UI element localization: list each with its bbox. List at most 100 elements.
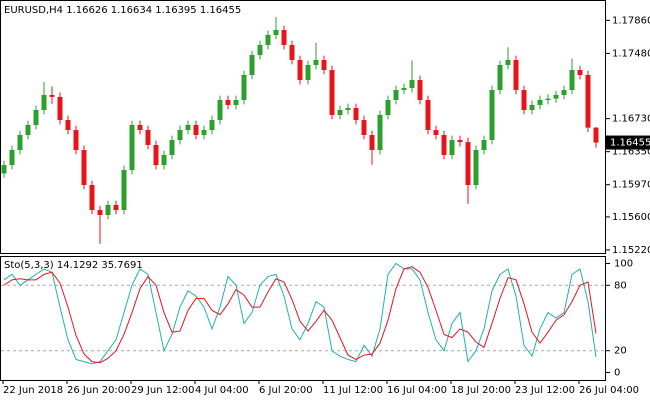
- candle-body: [97, 210, 103, 215]
- y-tick-label: 20: [614, 346, 627, 357]
- candle-body: [57, 96, 63, 121]
- candle-body: [225, 100, 231, 105]
- candle-body: [41, 94, 47, 111]
- candle-body: [441, 134, 447, 155]
- candle-body: [345, 108, 351, 111]
- candle-body: [281, 30, 287, 45]
- candle-body: [89, 184, 95, 211]
- last-high: 1.16634: [111, 5, 152, 16]
- candle-body: [377, 114, 383, 151]
- price-marker-label: 1.16455: [610, 138, 650, 149]
- candle-body: [481, 140, 487, 151]
- candle-body: [81, 150, 87, 185]
- candle-body: [193, 124, 199, 135]
- main-pane: [0, 0, 606, 254]
- y-tick-label: 0: [614, 368, 620, 379]
- chart-header: EURUSD,H4 1.16626 1.16634 1.16395 1.1645…: [4, 5, 241, 16]
- candle-body: [409, 80, 415, 89]
- candle-body: [177, 130, 183, 141]
- candle-body: [369, 134, 375, 151]
- candle-body: [273, 30, 279, 35]
- candle-body: [449, 140, 455, 155]
- indicator-pane: [0, 256, 606, 381]
- candle-body: [153, 144, 159, 166]
- candle-body: [417, 80, 423, 101]
- candle-body: [353, 108, 359, 121]
- symbol: EURUSD,H4: [4, 5, 63, 16]
- candle-body: [577, 70, 583, 75]
- candle-body: [393, 90, 399, 101]
- candle-body: [233, 100, 239, 105]
- candle-body: [33, 110, 39, 125]
- candle-body: [161, 154, 167, 166]
- candle-body: [329, 70, 335, 115]
- x-tick-label: 18 Jul 20:00: [451, 385, 511, 396]
- candle-body: [289, 44, 295, 61]
- main-value: 14.1292: [57, 260, 98, 271]
- candle-body: [337, 110, 343, 115]
- candle-body: [257, 44, 263, 55]
- candle-body: [361, 120, 367, 135]
- candle-body: [513, 60, 519, 91]
- x-tick-label: 26 Jul 04:00: [579, 385, 639, 396]
- candle-body: [217, 100, 223, 121]
- y-tick-label: 1.17480: [612, 48, 650, 59]
- stochastic-line: [3, 266, 597, 364]
- indicator-header: Sto(5,3,3) 14.1292 35.7691: [4, 260, 143, 271]
- candle-body: [593, 127, 599, 143]
- x-tick-label: 11 Jul 12:00: [323, 385, 383, 396]
- candle-body: [489, 90, 495, 141]
- candle-body: [425, 100, 431, 131]
- y-tick-label: 1.15220: [612, 245, 650, 256]
- candle-body: [457, 140, 463, 143]
- candle-body: [137, 124, 143, 131]
- candle-body: [305, 64, 311, 81]
- candle-body: [385, 100, 391, 115]
- last-low: 1.16395: [155, 5, 196, 16]
- candle-body: [473, 150, 479, 185]
- signal-value: 35.7691: [101, 260, 142, 271]
- candle-body: [505, 60, 511, 65]
- candle-body: [113, 204, 119, 211]
- last-close: 1.16455: [200, 5, 241, 16]
- price-marker: [606, 135, 650, 150]
- x-tick-label: 6 Jul 20:00: [259, 385, 313, 396]
- candle-body: [65, 120, 71, 131]
- y-tick-label: 80: [614, 280, 627, 291]
- y-tick-label: 1.16730: [612, 114, 650, 125]
- candle-body: [9, 150, 15, 166]
- y-tick-label: 100: [614, 258, 633, 269]
- candle-body: [265, 34, 271, 45]
- y-tick-label: 1.15970: [612, 180, 650, 191]
- candle-body: [297, 60, 303, 81]
- candle-body: [169, 140, 175, 155]
- candle-body: [1, 165, 7, 174]
- candle-body: [185, 124, 191, 131]
- candle-body: [465, 142, 471, 185]
- candle-body: [497, 64, 503, 91]
- candle-body: [529, 104, 535, 111]
- candle-body: [17, 134, 23, 151]
- indicator-name: Sto(5,3,3): [4, 260, 54, 271]
- candle-body: [49, 94, 55, 97]
- y-tick-label: 1.16350: [612, 147, 650, 158]
- candle-body: [201, 130, 207, 135]
- candle-body: [209, 120, 215, 131]
- x-tick-label: 29 Jun 12:00: [131, 385, 195, 396]
- candle-body: [73, 130, 79, 151]
- candle-body: [145, 130, 151, 145]
- candle-body: [521, 90, 527, 111]
- candle-body: [569, 70, 575, 91]
- candle-body: [537, 100, 543, 105]
- candle-body: [553, 94, 559, 99]
- candle-body: [545, 98, 551, 101]
- candle-body: [249, 54, 255, 75]
- candle-body: [313, 60, 319, 65]
- x-tick-label: 26 Jun 20:00: [67, 385, 131, 396]
- last-open: 1.16626: [66, 5, 107, 16]
- candle-body: [585, 74, 591, 128]
- candle-body: [25, 124, 31, 135]
- y-tick-label: 1.17860: [612, 15, 650, 26]
- x-tick-label: 16 Jul 04:00: [387, 385, 447, 396]
